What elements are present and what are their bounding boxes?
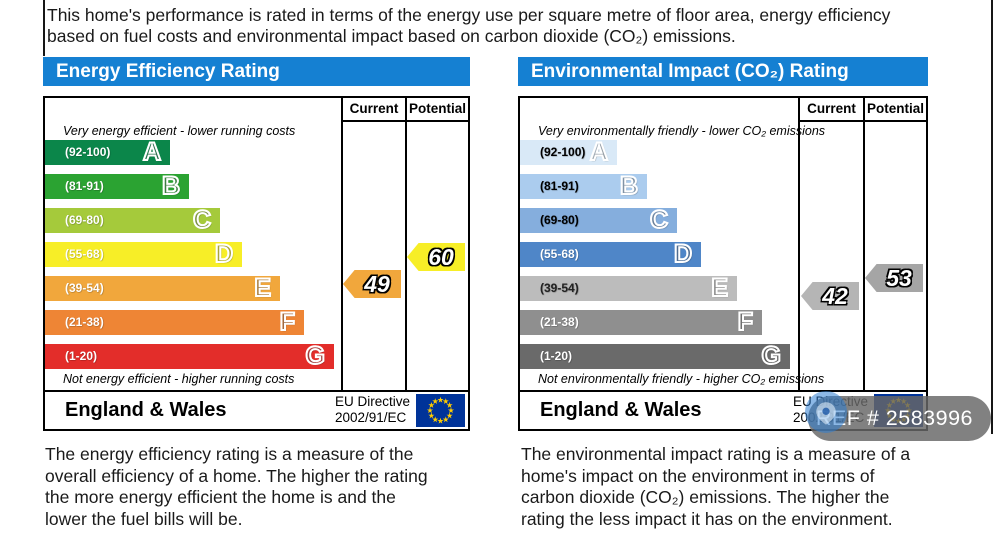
- band-F: (21-38) F: [45, 308, 304, 336]
- band-letter: C: [192, 206, 212, 234]
- band-range-label: (81-91): [540, 179, 579, 193]
- band-G: (1-20) G: [45, 342, 334, 370]
- band-range-label: (39-54): [540, 281, 579, 295]
- band-letter: G: [305, 342, 327, 370]
- column-divider: [863, 98, 865, 390]
- band-range-label: (1-20): [65, 349, 98, 363]
- band-range-label: (21-38): [540, 315, 579, 329]
- band-range-label: (55-68): [540, 247, 579, 261]
- eu-flag-icon: [416, 394, 465, 427]
- band-B: (81-91) B: [520, 172, 647, 200]
- band-A: (92-100) A: [520, 138, 617, 166]
- energy-rating-table: Current Potential Very energy efficient …: [43, 96, 470, 392]
- band-range-label: (69-80): [540, 213, 579, 227]
- band-range-label: (69-80): [65, 213, 104, 227]
- current-column-header: Current: [343, 98, 405, 122]
- band-letter: E: [710, 274, 729, 302]
- potential-rating-arrow: 60: [407, 243, 465, 271]
- band-range-label: (1-20): [540, 349, 573, 363]
- band-letter: F: [279, 308, 296, 336]
- band-range-label: (39-54): [65, 281, 104, 295]
- band-E: (39-54) E: [45, 274, 280, 302]
- band-A: (92-100) A: [45, 138, 170, 166]
- band-letter: C: [649, 206, 669, 234]
- band-range-label: (21-38): [65, 315, 104, 329]
- current-rating-arrow: 42: [801, 282, 859, 310]
- band-letter: A: [589, 138, 609, 166]
- bottom-caption: Not environmentally friendly - higher CO…: [538, 372, 825, 386]
- intro-text: This home's performance is rated in term…: [47, 5, 891, 46]
- current-rating-arrow: 49: [343, 270, 401, 298]
- ref-badge-icon: [805, 391, 847, 433]
- column-divider: [341, 98, 343, 390]
- band-letter: D: [214, 240, 234, 268]
- top-caption: Very energy efficient - lower running co…: [63, 124, 296, 138]
- band-letter: A: [142, 138, 162, 166]
- band-range-label: (92-100): [540, 145, 586, 159]
- region-label: England & Wales: [540, 399, 702, 421]
- band-C: (69-80) C: [520, 206, 677, 234]
- bottom-caption: Not energy efficient - higher running co…: [63, 372, 295, 386]
- scan-artifact-line-left: [43, 0, 45, 56]
- environmental-description: The environmental impact rating is a mea…: [521, 444, 911, 529]
- band-range-label: (55-68): [65, 247, 104, 261]
- environmental-panel-title: Environmental Impact (CO₂) Rating: [518, 57, 928, 86]
- potential-column-header: Potential: [865, 98, 926, 122]
- environmental-rating-table: Current Potential Very environmentally f…: [518, 96, 928, 392]
- current-column-header: Current: [800, 98, 863, 122]
- band-range-label: (81-91): [65, 179, 104, 193]
- scan-artifact-line-right: [991, 0, 993, 434]
- band-letter: E: [253, 274, 272, 302]
- energy-rating-panel: Energy Efficiency Rating Current Potenti…: [43, 57, 470, 431]
- band-E: (39-54) E: [520, 274, 737, 302]
- top-caption: Very environmentally friendly - lower CO…: [538, 124, 826, 138]
- energy-panel-title: Energy Efficiency Rating: [43, 57, 470, 86]
- band-letter: B: [619, 172, 639, 200]
- band-C: (69-80) C: [45, 206, 220, 234]
- band-F: (21-38) F: [520, 308, 762, 336]
- band-letter: F: [737, 308, 754, 336]
- region-label: England & Wales: [65, 399, 227, 421]
- eu-directive-label: EU Directive 2002/91/EC: [334, 394, 410, 425]
- column-divider: [405, 98, 407, 390]
- band-G: (1-20) G: [520, 342, 790, 370]
- band-D: (55-68) D: [520, 240, 701, 268]
- column-divider: [798, 98, 800, 390]
- band-letter: G: [761, 342, 783, 370]
- energy-footer: England & Wales EU Directive 2002/91/EC: [43, 390, 470, 431]
- potential-column-header: Potential: [407, 98, 468, 122]
- band-letter: D: [673, 240, 693, 268]
- band-letter: B: [161, 172, 181, 200]
- band-range-label: (92-100): [65, 145, 111, 159]
- environmental-rating-panel: Environmental Impact (CO₂) Rating Curren…: [518, 57, 928, 431]
- energy-description: The energy efficiency rating is a measur…: [45, 444, 428, 529]
- potential-rating-arrow: 53: [865, 264, 923, 292]
- band-B: (81-91) B: [45, 172, 189, 200]
- band-D: (55-68) D: [45, 240, 242, 268]
